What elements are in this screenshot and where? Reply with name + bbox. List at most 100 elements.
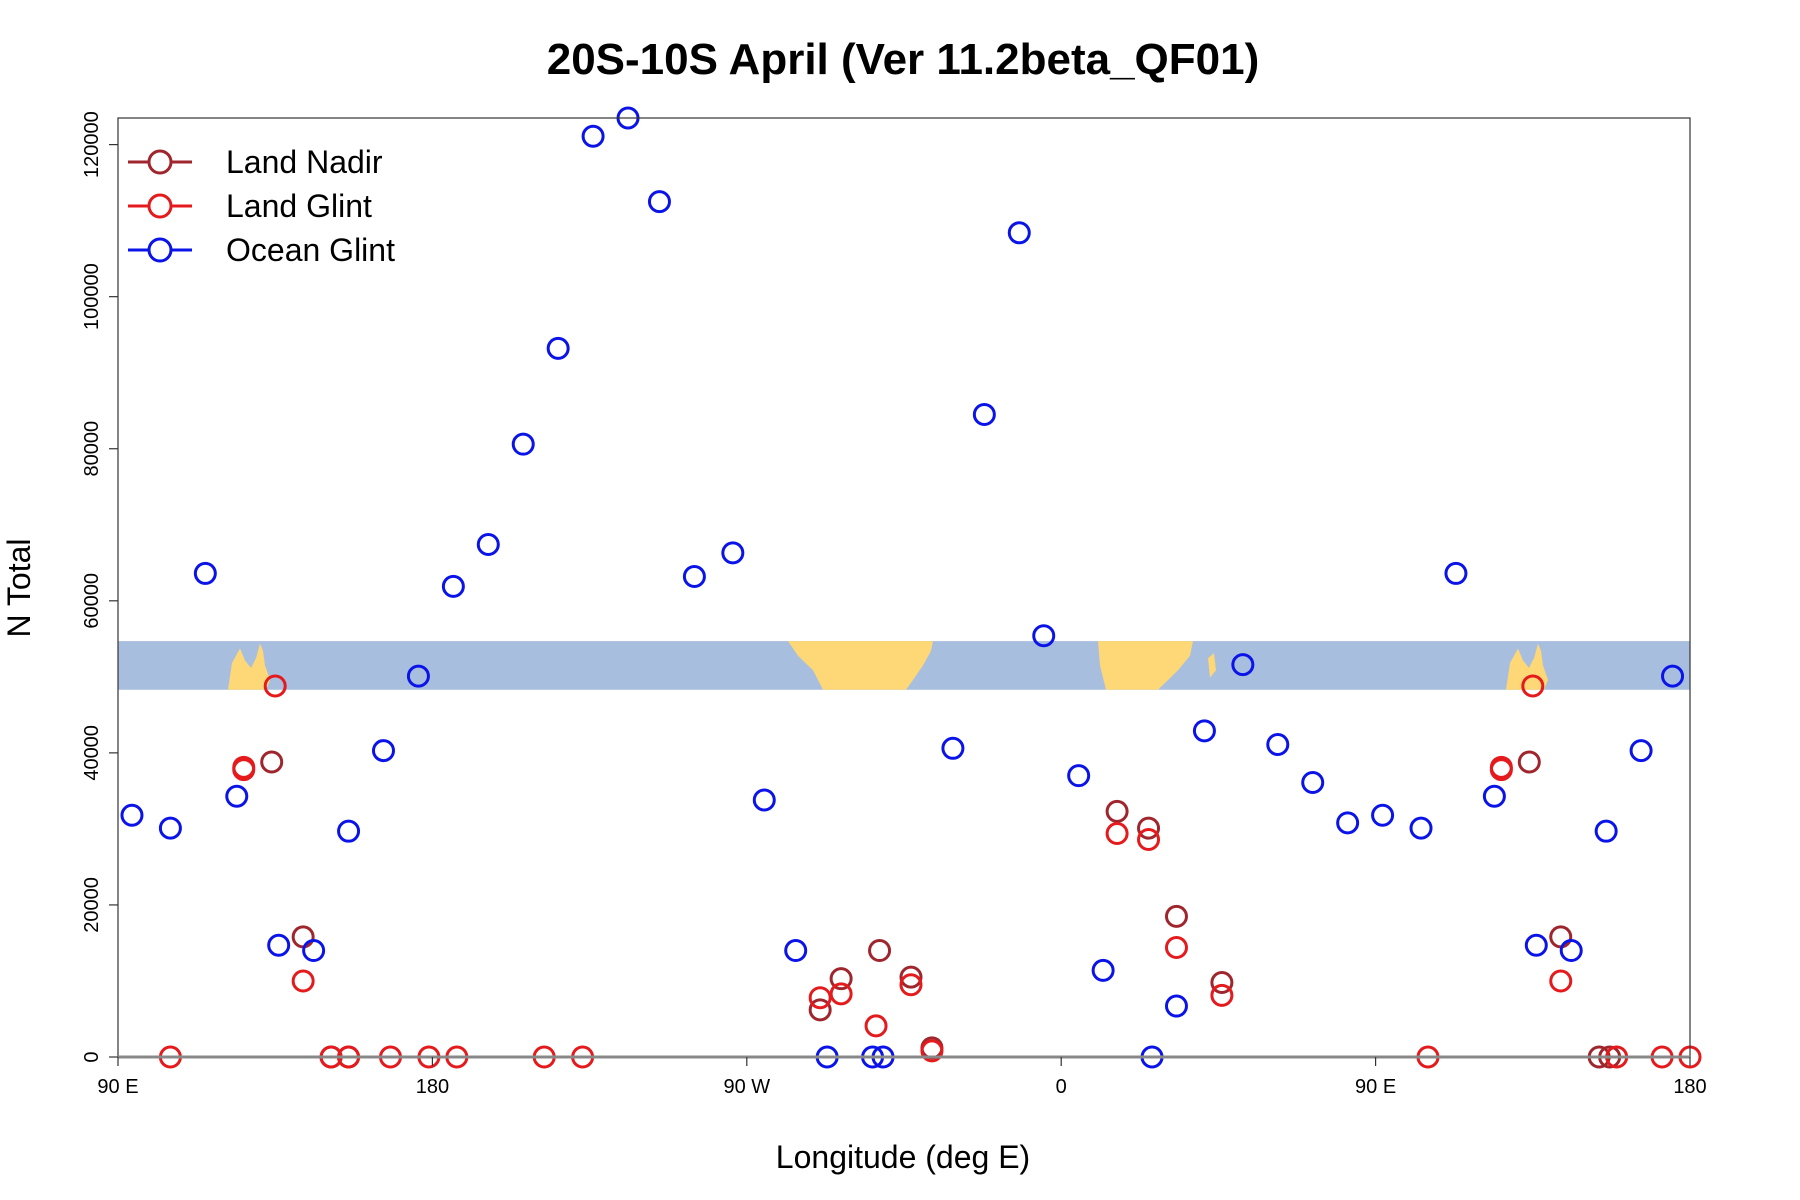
ocean-glint-point bbox=[752, 788, 776, 812]
ocean-glint-point bbox=[1067, 764, 1091, 788]
ocean-glint-point bbox=[1266, 733, 1290, 757]
ocean-glint-point bbox=[158, 816, 182, 840]
ocean-glint-point bbox=[1164, 994, 1188, 1018]
y-axis: 0 20000 40000 60000 80000 100000 120000 bbox=[81, 111, 118, 1063]
y-tick-label: 20000 bbox=[81, 877, 103, 933]
land-nadir-point bbox=[1210, 970, 1234, 994]
legend: Land Nadir Land Glint Ocean Glint bbox=[128, 144, 395, 268]
y-tick-label: 60000 bbox=[81, 573, 103, 629]
land-nadir-point bbox=[1105, 799, 1129, 823]
ocean-glint-point bbox=[546, 336, 570, 360]
legend-marker bbox=[147, 149, 173, 175]
ocean-glint-point bbox=[441, 574, 465, 598]
y-tick-label: 0 bbox=[81, 1051, 103, 1062]
land-glint-point bbox=[899, 973, 923, 997]
land-nadir-point bbox=[829, 967, 853, 991]
land-glint-point bbox=[1549, 969, 1573, 993]
x-axis: 90 E 180 90 W 0 90 E 180 bbox=[97, 1057, 1707, 1098]
land-glint-point bbox=[1105, 821, 1129, 845]
ocean-glint-point bbox=[511, 432, 535, 456]
ocean-glint-point bbox=[1371, 803, 1395, 827]
land-glint-point bbox=[1164, 936, 1188, 960]
land-nadir-point bbox=[899, 965, 923, 989]
legend-marker bbox=[147, 193, 173, 219]
legend-item-ocean-glint: Ocean Glint bbox=[128, 232, 395, 268]
land-nadir-point bbox=[1517, 750, 1541, 774]
ocean-glint-point bbox=[1336, 811, 1360, 835]
ocean-glint-point bbox=[581, 124, 605, 148]
chart-title: 20S-10S April (Ver 11.2beta_QF01) bbox=[547, 35, 1260, 84]
ocean-glint-point bbox=[406, 664, 430, 688]
land-nadir-point bbox=[291, 925, 315, 949]
ocean-glint-point bbox=[1482, 784, 1506, 808]
ocean-glint-point bbox=[1524, 933, 1548, 957]
ocean-glint-point bbox=[302, 939, 326, 963]
x-axis-label: Longitude (deg E) bbox=[776, 1139, 1030, 1175]
y-tick-label: 100000 bbox=[81, 263, 103, 330]
legend-label: Land Glint bbox=[226, 188, 372, 224]
land-glint-point bbox=[1489, 755, 1513, 779]
ocean-glint-point bbox=[972, 403, 996, 427]
ocean-glint-point bbox=[225, 784, 249, 808]
land-glint-point bbox=[1137, 828, 1161, 852]
land-nadir-point bbox=[808, 998, 832, 1022]
ocean-glint-point bbox=[337, 819, 361, 843]
land-glint-point bbox=[864, 1014, 888, 1038]
ocean-glint-point bbox=[784, 939, 808, 963]
legend-label: Land Nadir bbox=[226, 144, 383, 180]
land-nadir-point bbox=[1549, 925, 1573, 949]
ocean-glint-point bbox=[721, 541, 745, 565]
ocean-glint-point bbox=[941, 736, 965, 760]
ocean-glint-point bbox=[1444, 561, 1468, 585]
ocean-glint-point bbox=[1091, 958, 1115, 982]
series-ocean-glint bbox=[120, 106, 1685, 1069]
legend-label: Ocean Glint bbox=[226, 232, 395, 268]
ocean-glint-point bbox=[193, 561, 217, 585]
x-tick-label: 90 W bbox=[723, 1076, 770, 1098]
ocean-glint-point bbox=[682, 564, 706, 588]
x-tick-label: 0 bbox=[1056, 1076, 1067, 1098]
y-tick-label: 120000 bbox=[81, 111, 103, 178]
x-tick-label: 180 bbox=[1673, 1076, 1706, 1098]
africa-shape bbox=[1098, 641, 1193, 690]
australia-shape-left bbox=[228, 643, 270, 690]
land-glint-point bbox=[829, 982, 853, 1006]
land-glint-point bbox=[291, 969, 315, 993]
ocean-glint-point bbox=[1301, 771, 1325, 795]
south-america-shape bbox=[788, 641, 933, 690]
ocean-glint-point bbox=[647, 190, 671, 214]
y-axis-label: N Total bbox=[1, 538, 37, 637]
x-tick-label: 90 E bbox=[1355, 1076, 1396, 1098]
legend-marker bbox=[147, 237, 173, 263]
series-land-nadir bbox=[260, 750, 1622, 1069]
land-glint-point bbox=[808, 986, 832, 1010]
y-tick-label: 80000 bbox=[81, 421, 103, 477]
x-tick-label: 180 bbox=[416, 1076, 449, 1098]
ocean-glint-point bbox=[476, 533, 500, 557]
land-nadir-point bbox=[260, 750, 284, 774]
land-glint-point bbox=[920, 1039, 944, 1063]
ocean-glint-point bbox=[371, 739, 395, 763]
ocean-glint-point bbox=[1007, 221, 1031, 245]
land-glint-point bbox=[232, 755, 256, 779]
ocean-glint-point bbox=[1192, 719, 1216, 743]
madagascar-shape bbox=[1208, 653, 1216, 678]
world-map-band bbox=[118, 641, 1690, 690]
land-nadir-point bbox=[868, 939, 892, 963]
series-land-glint bbox=[158, 674, 1702, 1069]
land-nadir-point bbox=[1164, 904, 1188, 928]
land-glint-point bbox=[1210, 983, 1234, 1007]
land-glint-point bbox=[263, 674, 287, 698]
ocean-glint-point bbox=[120, 803, 144, 827]
ocean-glint-point bbox=[1032, 624, 1056, 648]
land-nadir-point bbox=[1137, 816, 1161, 840]
ocean-glint-point bbox=[267, 933, 291, 957]
x-tick-label: 90 E bbox=[97, 1076, 138, 1098]
ocean-glint-point bbox=[1629, 739, 1653, 763]
ocean-glint-point bbox=[1594, 819, 1618, 843]
ocean-glint-point bbox=[1409, 816, 1433, 840]
y-tick-label: 40000 bbox=[81, 725, 103, 781]
ocean-glint-point bbox=[1231, 653, 1255, 677]
legend-item-land-nadir: Land Nadir bbox=[128, 144, 383, 180]
